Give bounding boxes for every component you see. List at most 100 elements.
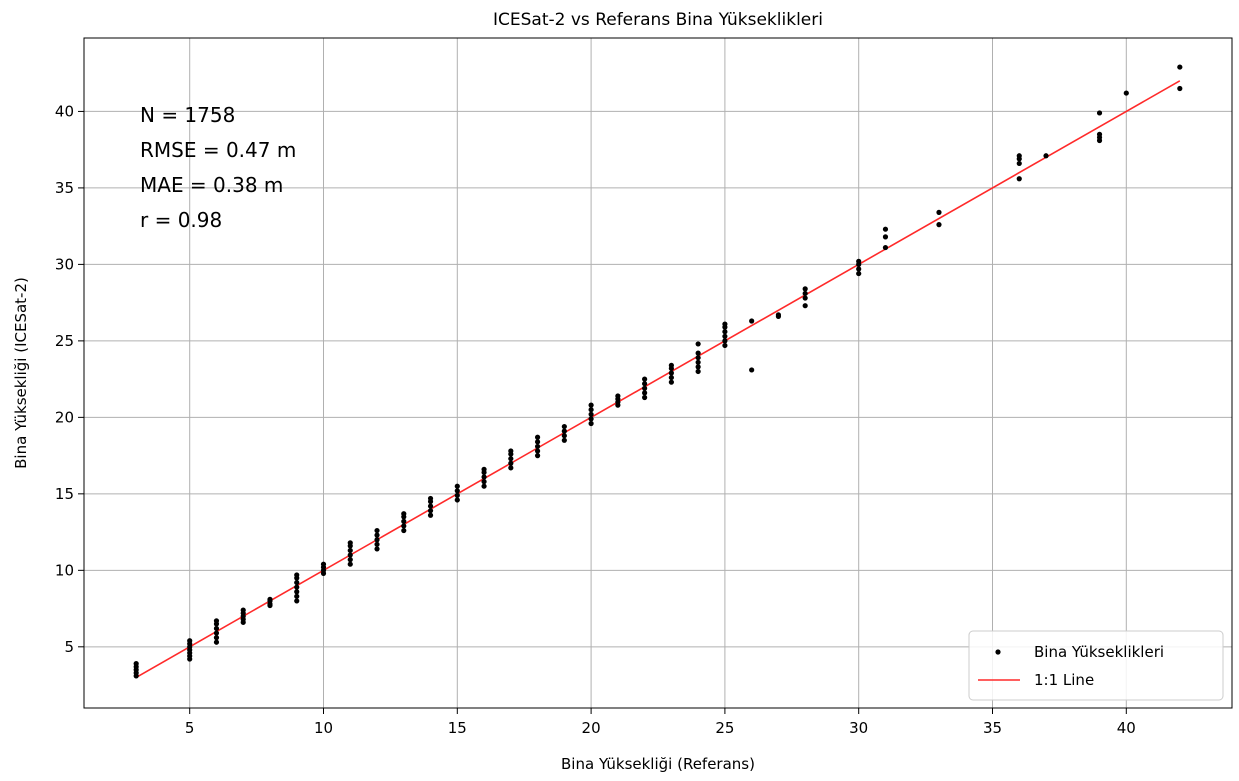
data-point	[133, 661, 139, 667]
stat-n: N = 1758	[140, 103, 235, 127]
x-tick-label: 30	[849, 719, 868, 737]
data-point	[294, 572, 300, 578]
data-point	[642, 376, 648, 382]
series-line-1-1	[135, 80, 1181, 679]
data-point	[213, 630, 220, 636]
data-point	[213, 625, 220, 632]
y-axis-label: Bina Yüksekliği (ICESat-2)	[12, 277, 30, 469]
data-point	[802, 303, 808, 309]
data-point	[642, 390, 648, 396]
data-point	[588, 402, 594, 408]
data-point	[427, 512, 434, 518]
data-point	[427, 495, 434, 502]
legend-box	[968, 630, 1224, 701]
grid	[84, 38, 1232, 708]
data-point	[856, 258, 862, 264]
data-point	[534, 439, 541, 445]
data-point	[374, 541, 380, 547]
data-point	[454, 497, 460, 503]
data-point	[856, 266, 862, 272]
data-point	[240, 607, 246, 613]
data-point	[187, 638, 193, 644]
data-point	[856, 270, 862, 277]
y-tick-label: 25	[55, 332, 74, 350]
y-tick-label: 10	[55, 561, 74, 579]
data-point	[294, 584, 300, 590]
data-point	[534, 453, 541, 459]
y-tick-label: 30	[55, 255, 74, 273]
data-point	[481, 483, 487, 489]
data-point	[347, 540, 353, 546]
data-point	[1177, 64, 1183, 70]
data-point	[374, 527, 380, 534]
data-point	[213, 639, 220, 645]
data-point	[802, 286, 808, 292]
data-point	[481, 466, 487, 472]
stat-rmse: RMSE = 0.47 m	[140, 138, 296, 162]
data-point	[347, 547, 353, 554]
data-point	[561, 423, 567, 430]
y-tick-label: 40	[55, 102, 74, 120]
data-point	[320, 561, 327, 567]
data-point	[642, 394, 648, 401]
y-axis: 5 10 15 20 25 30 35 40	[55, 102, 84, 656]
x-tick-label: 35	[983, 719, 1002, 737]
data-point	[668, 370, 674, 376]
data-point	[401, 518, 407, 524]
data-point	[427, 508, 434, 514]
data-point	[802, 295, 808, 301]
data-point	[454, 488, 460, 494]
data-point	[374, 546, 380, 552]
data-point	[642, 381, 648, 387]
stats-annotation: N = 1758 RMSE = 0.47 m MAE = 0.38 m r = …	[140, 103, 296, 232]
data-point	[722, 329, 728, 335]
data-point	[695, 359, 701, 365]
data-point	[722, 338, 728, 344]
data-point	[213, 618, 220, 624]
legend: Bina Yükseklikleri 1:1 Line	[968, 630, 1224, 701]
data-point	[1096, 110, 1103, 116]
data-point	[534, 448, 541, 454]
data-point	[213, 635, 220, 641]
data-point	[882, 244, 889, 251]
data-point	[1016, 153, 1022, 159]
data-point	[722, 342, 728, 349]
data-point	[1016, 160, 1022, 167]
x-tick-label: 25	[715, 719, 734, 737]
x-tick-label: 20	[582, 719, 601, 737]
plot-frame	[83, 37, 1233, 709]
y-tick-label: 35	[55, 179, 74, 197]
data-point	[802, 290, 808, 297]
data-point	[588, 420, 594, 427]
data-point	[561, 428, 567, 434]
data-point	[882, 234, 889, 240]
data-point	[695, 364, 701, 370]
data-point	[294, 589, 300, 595]
data-point	[401, 511, 407, 517]
x-axis: 5 10 15 20 25 30 35 40	[185, 708, 1136, 737]
data-point	[454, 492, 460, 498]
stat-r: r = 0.98	[140, 208, 222, 232]
data-point	[347, 557, 353, 563]
data-point	[588, 411, 594, 417]
data-point	[401, 527, 407, 534]
data-point	[401, 523, 407, 529]
data-point	[882, 226, 889, 232]
data-point	[427, 503, 434, 509]
data-point	[534, 443, 541, 450]
stat-mae: MAE = 0.38 m	[140, 173, 283, 197]
data-point	[749, 367, 755, 373]
data-point	[1177, 85, 1183, 92]
data-point	[1096, 131, 1103, 137]
data-point	[561, 437, 567, 443]
data-point	[1043, 153, 1049, 159]
data-point	[722, 333, 728, 339]
data-point	[775, 312, 782, 318]
data-point	[1016, 176, 1022, 182]
data-point	[347, 552, 353, 558]
data-point	[508, 465, 514, 471]
legend-label-line: 1:1 Line	[1034, 671, 1094, 689]
scatter-points	[133, 64, 1183, 679]
y-tick-label: 20	[55, 408, 74, 426]
